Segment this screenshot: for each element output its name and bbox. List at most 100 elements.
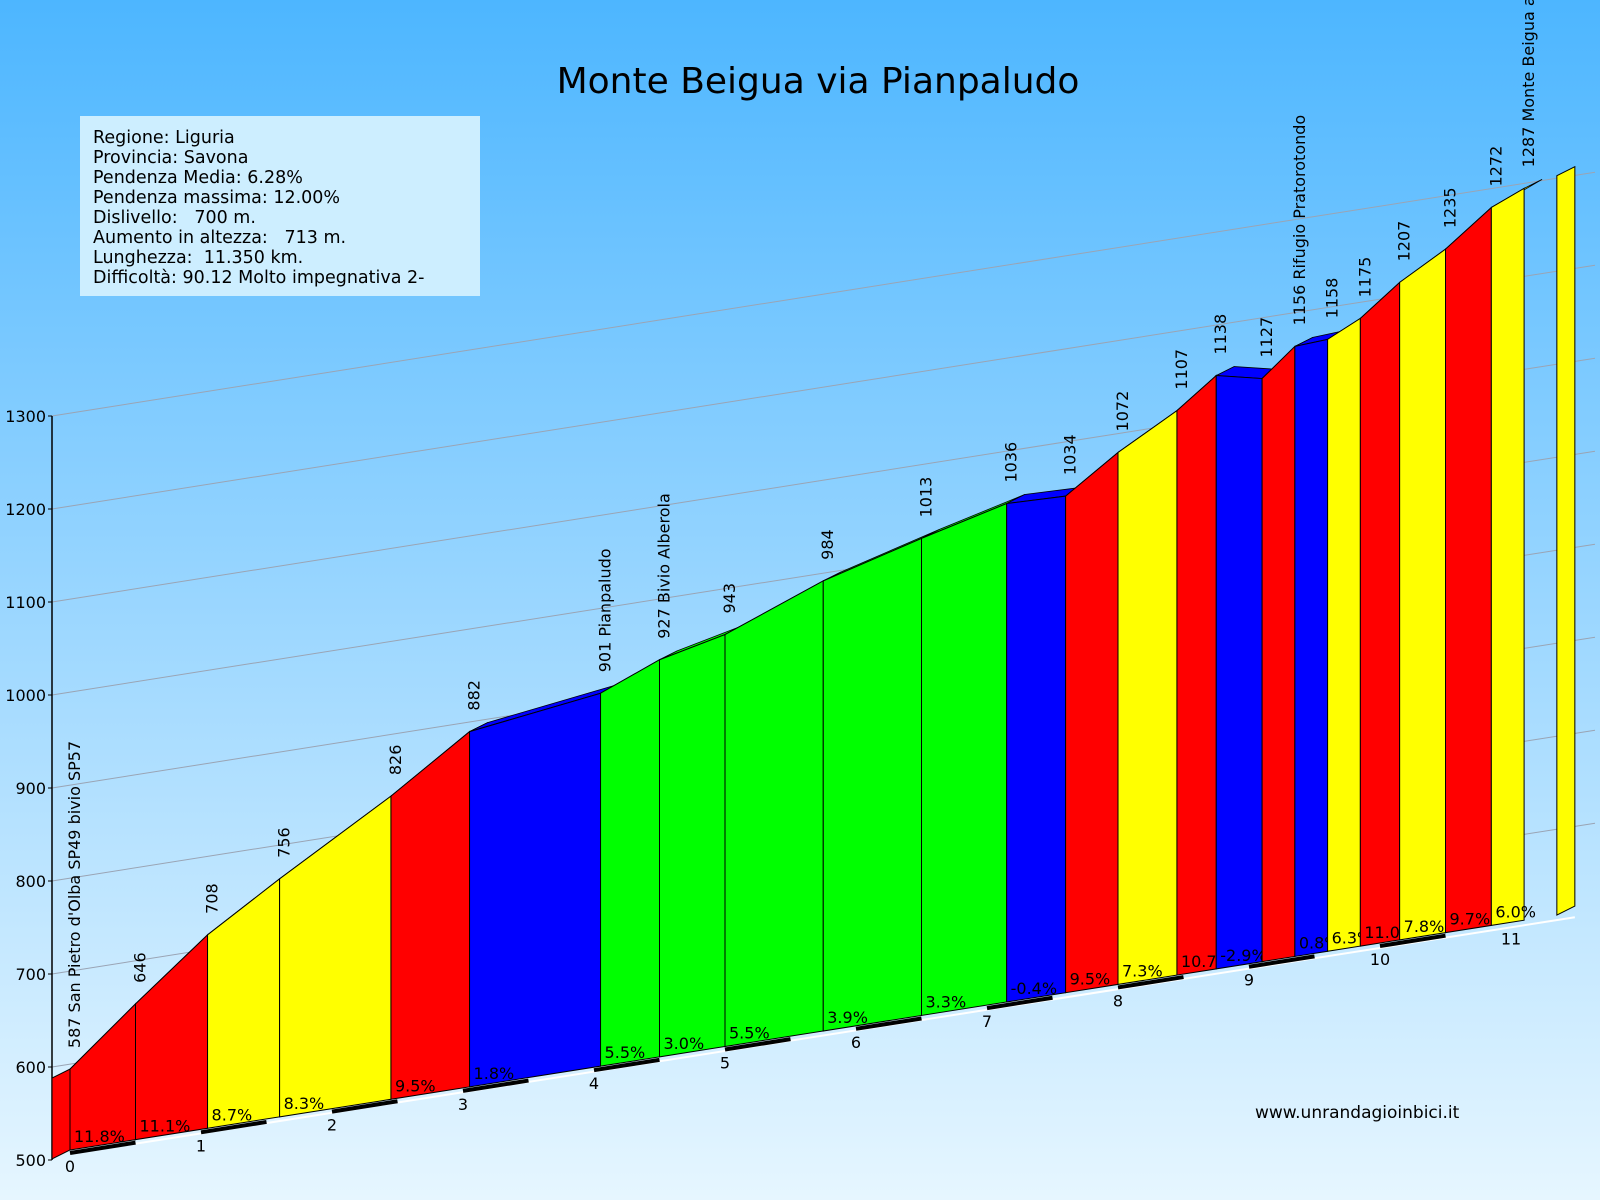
segment-band xyxy=(1294,338,1329,958)
x-axis-ruler-dash xyxy=(593,1057,660,1073)
info-line: Dislivello: 700 m. xyxy=(93,208,256,228)
segment-grade-label: 6.0% xyxy=(1495,902,1536,921)
altitude-label: 943 xyxy=(720,583,739,614)
segment-grade-label: 9.5% xyxy=(395,1076,436,1095)
segment-band xyxy=(1399,248,1446,941)
altitude-label: 901 Pianpaludo xyxy=(596,548,615,672)
y-tick-label: 900 xyxy=(15,779,46,798)
altitude-label: 1272 xyxy=(1486,146,1505,187)
y-axis: 500 600 700 800 900 1000 1100 1200 1300 xyxy=(5,407,53,1170)
segment-grade-label: -0.4% xyxy=(1011,979,1057,998)
info-box-background xyxy=(80,116,480,296)
x-axis-ruler-dash xyxy=(986,995,1053,1011)
segment-grade-label: 3.0% xyxy=(664,1034,705,1053)
segment-band xyxy=(600,658,660,1067)
altitude-labels: 587 San Pietro d'Olba SP49 bivio SP57 646… xyxy=(65,0,1538,1048)
segment-band xyxy=(1490,187,1525,927)
info-line: Pendenza massima: 12.00% xyxy=(93,188,340,208)
segment-grade-label: 10.7 xyxy=(1181,952,1217,971)
segment-band xyxy=(1176,374,1217,976)
x-tick-label: 4 xyxy=(589,1074,599,1093)
segment-band xyxy=(1261,345,1296,963)
x-axis-line xyxy=(69,916,1576,1155)
x-axis-ruler-dash xyxy=(1379,933,1446,948)
segment-grade-label: 11.0 xyxy=(1364,923,1400,942)
altitude-label: 1036 xyxy=(1002,442,1021,483)
altitude-label: 756 xyxy=(275,827,294,858)
altitude-label: 826 xyxy=(386,745,405,776)
altitude-label: 1158 xyxy=(1323,278,1342,319)
x-tick-label: 1 xyxy=(196,1136,206,1155)
altitude-label: 927 Bivio Alberola xyxy=(655,493,674,639)
segment-grade-label: 11.1% xyxy=(140,1117,191,1136)
segment-grade-label: 9.5% xyxy=(1070,970,1111,989)
x-tick-label: 11 xyxy=(1501,929,1521,948)
x-axis-ruler-dash xyxy=(200,1119,267,1135)
info-line: Aumento in altezza: 713 m. xyxy=(93,228,346,248)
website-label: www.unrandagioinbici.it xyxy=(1255,1103,1460,1123)
altitude-label: 1138 xyxy=(1211,314,1230,355)
x-tick-label: 3 xyxy=(458,1095,468,1114)
segment-band xyxy=(1117,409,1178,986)
segment-grade-label: 8.3% xyxy=(284,1094,325,1113)
segment-band xyxy=(1327,317,1361,952)
x-axis-ruler-dash xyxy=(724,1037,791,1052)
x-axis-ruler-dash xyxy=(855,1016,922,1031)
y-tick-label: 800 xyxy=(15,872,46,891)
x-axis-baseline: 0 1 2 3 4 5 6 7 8 9 10 11 xyxy=(65,916,1576,1176)
altitude-label: 1156 Rifugio Pratorotondo xyxy=(1290,115,1309,326)
segment-grade-label: 11.8% xyxy=(74,1127,125,1146)
altitude-label: 984 xyxy=(818,529,837,560)
segment-band xyxy=(822,537,922,1032)
x-tick-label: 9 xyxy=(1244,971,1254,990)
x-tick-label: 2 xyxy=(327,1116,337,1135)
segment-grade-label: 7.3% xyxy=(1122,961,1163,980)
segment-side xyxy=(51,1068,71,1160)
segment-grade-label: 5.5% xyxy=(729,1024,770,1043)
segment-grade-label: 9.7% xyxy=(1450,910,1491,929)
altitude-label: 1175 xyxy=(1355,257,1374,298)
info-line: Regione: Liguria xyxy=(93,128,235,148)
x-tick-label: 7 xyxy=(982,1012,992,1031)
info-box: Regione: Liguria Provincia: Savona Pende… xyxy=(80,116,480,296)
info-line: Difficoltà: 90.12 Molto impegnativa 2- xyxy=(93,268,424,288)
segment-side xyxy=(1556,165,1576,916)
segment-band xyxy=(1215,375,1263,970)
segment-band xyxy=(390,730,471,1100)
segment-band xyxy=(1006,495,1067,1003)
chart-title: Monte Beigua via Pianpaludo xyxy=(557,61,1080,102)
segment-grade-label: 8.7% xyxy=(212,1105,253,1124)
altitude-label: 1127 xyxy=(1257,317,1276,358)
y-tick-label: 1300 xyxy=(5,407,46,426)
gradient-bands: 11.8% 11.1% 8.7% 8.3% 9.5% 1.8% 5.5% 3.0% 5.5% 3.… xyxy=(51,165,1576,1160)
segment-band xyxy=(1445,206,1492,934)
x-tick-label: 5 xyxy=(720,1054,730,1073)
x-tick-label: 8 xyxy=(1113,991,1123,1010)
x-tick-label: 0 xyxy=(65,1157,75,1176)
segment-band xyxy=(659,633,726,1058)
altitude-label: 1034 xyxy=(1061,434,1080,475)
segment-grade-label: 7.8% xyxy=(1404,917,1445,936)
segment-grade-label: -2.9% xyxy=(1220,946,1266,965)
altitude-label: 587 San Pietro d'Olba SP49 bivio SP57 xyxy=(65,741,84,1048)
x-axis-ruler-dash xyxy=(1248,954,1315,969)
y-tick-label: 1200 xyxy=(5,500,46,519)
y-tick-label: 1000 xyxy=(5,686,46,705)
x-axis-ruler-dash xyxy=(331,1099,398,1114)
altitude-label: 1013 xyxy=(917,477,936,518)
altitude-label: 1235 xyxy=(1441,187,1460,228)
x-axis-ruler-dash xyxy=(462,1078,529,1093)
gridline xyxy=(51,264,1596,510)
altitude-label: 1207 xyxy=(1395,221,1414,262)
gridline xyxy=(51,171,1596,417)
y-tick-label: 1100 xyxy=(5,593,46,612)
x-tick-label: 10 xyxy=(1370,950,1390,969)
segment-band xyxy=(1065,451,1119,994)
segment-band xyxy=(724,580,824,1048)
y-tick-label: 500 xyxy=(15,1151,46,1170)
x-axis-ruler-dash xyxy=(1117,975,1184,990)
segment-grade-label: 1.8% xyxy=(474,1064,515,1083)
segment-grade-label: 3.9% xyxy=(827,1008,868,1027)
y-tick-label: 600 xyxy=(15,1058,46,1077)
x-tick-label: 6 xyxy=(851,1033,861,1052)
